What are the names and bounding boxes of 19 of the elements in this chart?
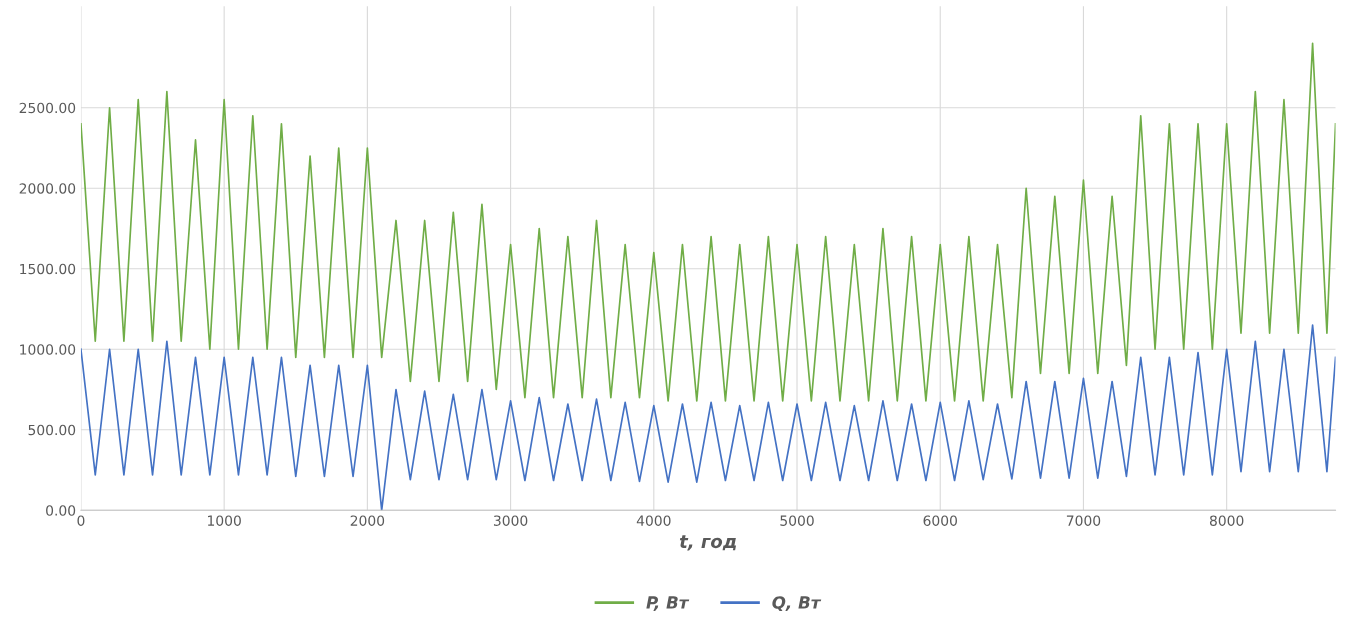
y-tick-label: 0.00 (46, 505, 76, 516)
line-series (80, 42, 1336, 402)
x-tick-label: 1000 (208, 515, 241, 526)
legend-label: Q, Вт (772, 596, 822, 611)
x-tick-label: 6000 (923, 515, 957, 526)
x-tick-label: 4000 (636, 515, 671, 526)
x-tick-label: 0 (77, 515, 85, 526)
y-tick-label: 2500.00 (19, 102, 76, 114)
x-axis-title: t, год (679, 535, 737, 551)
y-tick-label: 1500.00 (20, 263, 76, 275)
x-tick-label: 8000 (1209, 515, 1244, 526)
y-tick-label: 1000.00 (20, 344, 76, 355)
legend-label: P, Вт (646, 596, 690, 611)
x-tick-label: 7000 (1066, 515, 1101, 526)
x-tick-label: 2000 (350, 515, 385, 526)
y-tick-label: 500.00 (28, 424, 76, 436)
y-tick-label: 2000.00 (19, 183, 76, 194)
x-tick-label: 5000 (780, 515, 814, 526)
x-tick-label: 3000 (493, 515, 528, 526)
